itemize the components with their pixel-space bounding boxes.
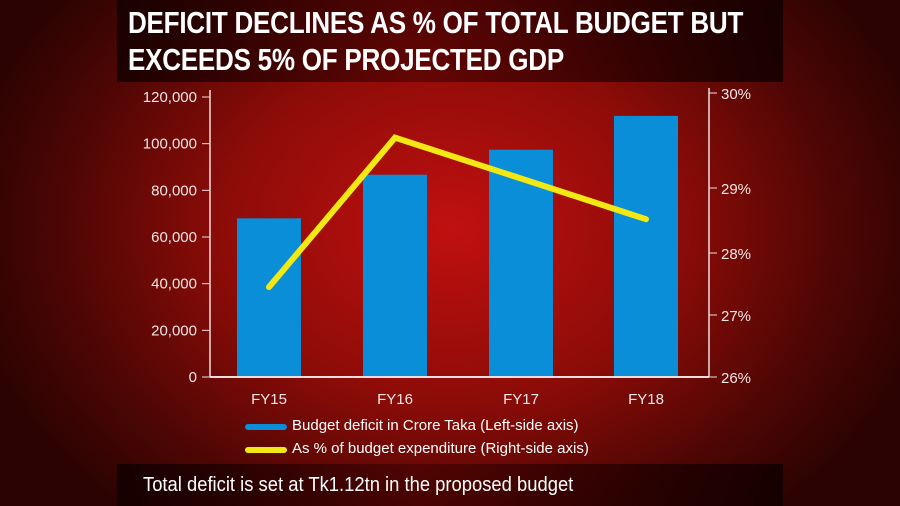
x-tick-label-fy18: FY18: [628, 391, 664, 408]
right-tick-label: 28%: [721, 246, 751, 263]
title-band: [117, 0, 783, 82]
x-tick-label-fy16: FY16: [377, 391, 413, 408]
left-tick-label: 100,000: [143, 136, 197, 153]
left-tick-label: 60,000: [151, 229, 197, 246]
caption-band: [117, 464, 783, 506]
legend-label-bars: Budget deficit in Crore Taka (Left-side …: [292, 417, 579, 434]
left-tick-label: 80,000: [151, 182, 197, 199]
right-tick-label: 26%: [721, 370, 751, 387]
bar-fy18: [614, 115, 678, 378]
left-tick-label: 20,000: [151, 322, 197, 339]
caption: Total deficit is set at Tk1.12tn in the …: [143, 474, 574, 496]
left-tick-label: 40,000: [151, 276, 197, 293]
x-tick-label-fy15: FY15: [251, 391, 287, 408]
right-tick-label: 29%: [721, 181, 751, 198]
title-line-2: EXCEEDS 5% OF PROJECTED GDP: [128, 42, 564, 77]
left-tick-label: 0: [189, 369, 197, 386]
percent-line: [266, 134, 649, 291]
bar-fy15: [237, 218, 301, 377]
legend-swatch-yellow: [245, 447, 287, 453]
x-tick-label-fy17: FY17: [503, 391, 539, 408]
legend-label-line: As % of budget expenditure (Right-side a…: [292, 440, 589, 457]
right-tick-label: 27%: [721, 308, 751, 325]
title-line-1: DEFICIT DECLINES AS % OF TOTAL BUDGET BU…: [128, 5, 744, 40]
bar-fy16: [363, 174, 427, 377]
legend-swatch-blue: [245, 424, 287, 430]
left-tick-label: 120,000: [143, 89, 197, 106]
chart-title: DEFICIT DECLINES AS % OF TOTAL BUDGET BU…: [128, 4, 743, 78]
right-tick-label: 30%: [721, 86, 751, 103]
